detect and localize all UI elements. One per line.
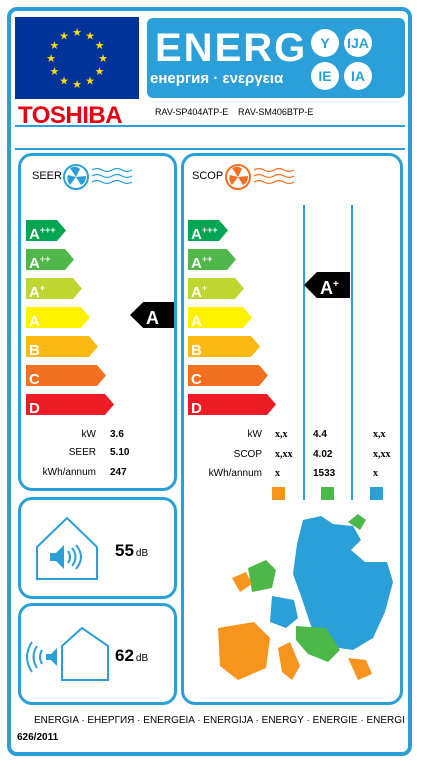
class-letter: C — [191, 371, 202, 388]
class-letter: A — [29, 226, 40, 243]
footer-languages: ENERGIA · ЕНЕРГИЯ · ENERGEIA · ENERGIJA … — [34, 715, 405, 726]
regulation-number: 626/2011 — [17, 732, 59, 743]
class-plus: + — [39, 283, 46, 293]
flag-star-icon: ★ — [46, 53, 56, 65]
class-letter: A — [29, 284, 40, 301]
flag-star-icon: ★ — [98, 53, 108, 65]
class-plus: +++ — [39, 225, 56, 235]
scop-rating-plus: + — [333, 279, 339, 290]
class-plus: ++ — [201, 254, 213, 264]
kwh-label: kWh/annum — [42, 467, 96, 478]
model-outdoor: RAV-SM406BTP-E — [238, 107, 314, 117]
model-indoor: RAV-SP404ATP-E — [155, 107, 229, 117]
class-letter: A — [29, 313, 40, 330]
energy-word: ENERG — [155, 26, 308, 70]
cold-scop: x,xx — [275, 449, 293, 460]
lang-badge: IA — [344, 62, 372, 90]
class-letter: A — [191, 284, 202, 301]
class-letter: B — [191, 342, 202, 359]
seer-label: SEER — [68, 447, 96, 458]
flag-star-icon: ★ — [85, 76, 95, 88]
warm-zone-swatch — [370, 487, 383, 500]
class-letter: A — [191, 313, 202, 330]
eu-flag-icon: ★ ★ ★ ★ ★ ★ ★ ★ ★ ★ ★ ★ — [15, 17, 139, 99]
seer-class-bar: A+ — [26, 278, 82, 299]
indoor-noise-value: 55 dB — [115, 541, 149, 560]
warm-kwh: x — [373, 468, 378, 479]
class-letter: C — [29, 371, 40, 388]
europe-climate-map — [208, 508, 398, 705]
class-plus: ++ — [39, 254, 51, 264]
avg-kwh: 1533 — [313, 468, 336, 479]
indoor-speaker-icon — [34, 513, 100, 588]
average-zone-swatch — [321, 487, 334, 500]
flag-star-icon: ★ — [50, 40, 60, 52]
fan-icon — [62, 162, 134, 197]
avg-kw: 4.4 — [313, 429, 327, 440]
brand-logo: TOSHIBA — [18, 102, 123, 129]
seer-class-bar: A — [26, 307, 90, 328]
flag-star-icon: ★ — [72, 27, 82, 39]
warm-scop: x,xx — [373, 449, 391, 460]
scop-class-bar: D — [188, 394, 276, 415]
class-letter: B — [29, 342, 40, 359]
avg-scop: 4.02 — [313, 449, 333, 460]
lang-badge: Y — [311, 29, 339, 57]
seer-class-bar: B — [26, 336, 98, 357]
cooling-kwh-value: 247 — [110, 467, 127, 478]
cold-zone-swatch — [272, 487, 285, 500]
kw-label: kW — [247, 429, 262, 440]
class-letter: D — [29, 400, 40, 417]
scop-class-bar: B — [188, 336, 260, 357]
cooling-kw-value: 3.6 — [110, 429, 124, 440]
flag-star-icon: ★ — [59, 76, 69, 88]
cold-kwh: x — [275, 468, 280, 479]
scop-class-bar: A+ — [188, 278, 244, 299]
heat-fan-icon — [224, 162, 296, 197]
class-letter: A — [191, 255, 202, 272]
flag-star-icon: ★ — [59, 30, 69, 42]
class-letter: D — [191, 400, 202, 417]
zone-divider — [351, 205, 353, 500]
class-letter: A — [191, 226, 202, 243]
seer-class-bar: C — [26, 365, 106, 386]
seer-class-bar: A++ — [26, 249, 74, 270]
scop-title: SCOP — [192, 170, 224, 182]
cold-kw: x,x — [275, 429, 288, 440]
class-letter: A — [29, 255, 40, 272]
scop-class-bar: A — [188, 307, 252, 328]
flag-star-icon: ★ — [85, 30, 95, 42]
energy-subtitle: енергия · ενεργεια — [150, 70, 284, 87]
divider — [15, 148, 405, 150]
seer-value: 5.10 — [110, 447, 130, 458]
seer-class-bar: D — [26, 394, 114, 415]
divider — [15, 125, 405, 127]
lang-badge: IE — [311, 62, 339, 90]
kwh-label: kWh/annum — [208, 468, 262, 479]
class-plus: +++ — [201, 225, 218, 235]
flag-star-icon: ★ — [50, 66, 60, 78]
outdoor-noise-panel — [18, 603, 177, 705]
seer-class-bar: A+++ — [26, 220, 66, 241]
seer-title: SEER — [32, 170, 62, 182]
scop-class-bar: A+++ — [188, 220, 228, 241]
zone-divider — [303, 205, 305, 500]
outdoor-noise-value: 62 dB — [115, 646, 149, 665]
scop-class-bar: C — [188, 365, 268, 386]
flag-star-icon: ★ — [95, 40, 105, 52]
class-plus: + — [201, 283, 208, 293]
lang-badge: IJA — [344, 29, 372, 57]
outdoor-speaker-icon — [24, 622, 110, 689]
scop-class-bar: A++ — [188, 249, 236, 270]
scop-rating: A — [320, 278, 333, 298]
flag-star-icon: ★ — [95, 66, 105, 78]
flag-star-icon: ★ — [72, 79, 82, 91]
kw-label: kW — [81, 429, 96, 440]
warm-kw: x,x — [373, 429, 386, 440]
scop-label: SCOP — [233, 449, 262, 460]
seer-rating: A — [146, 308, 159, 328]
